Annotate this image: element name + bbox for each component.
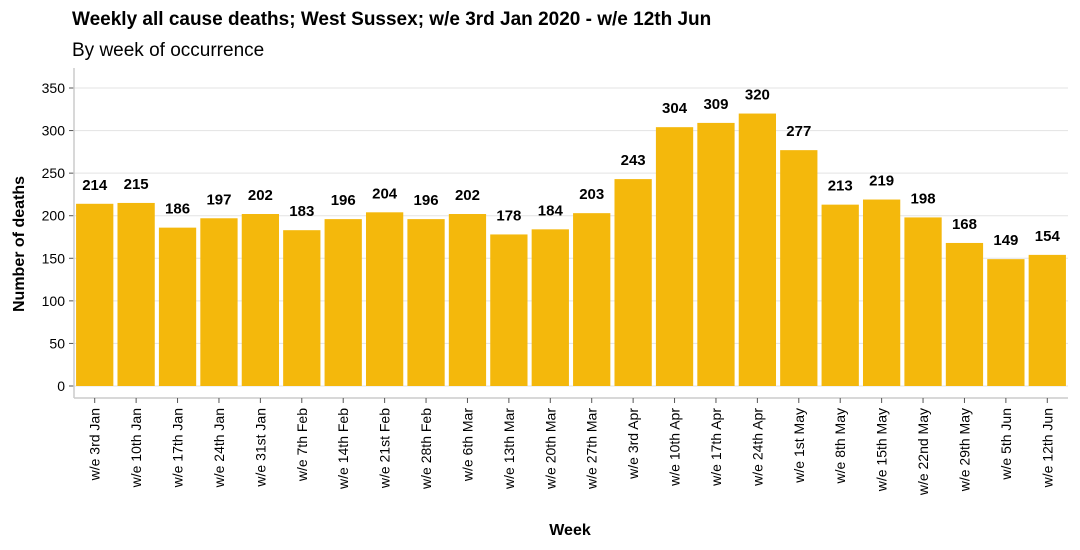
bar [862, 199, 901, 386]
bar [283, 230, 321, 386]
bar [945, 242, 984, 386]
x-tick-label: w/e 22nd May [915, 408, 931, 496]
data-label: 219 [869, 173, 894, 190]
x-tick-label: w/e 28th Feb [418, 408, 434, 490]
bar [448, 214, 487, 386]
data-label: 202 [248, 187, 273, 204]
x-tick-label: w/e 24th Apr [749, 408, 765, 487]
x-tick-label: w/e 17th Jan [170, 408, 186, 488]
x-tick-label: w/e 6th Mar [459, 408, 475, 482]
x-tick-label: w/e 15th May [874, 408, 890, 492]
x-tick-label: w/e 13th Mar [501, 408, 517, 490]
x-tick-label: w/e 24th Jan [211, 408, 227, 488]
x-tick-label: w/e 14th Feb [335, 408, 351, 490]
bar [904, 217, 942, 386]
x-tick-label: w/e 31st Jan [252, 408, 268, 488]
bar [531, 229, 569, 386]
y-tick-label: 200 [42, 208, 66, 224]
y-tick-label: 100 [42, 293, 66, 309]
bars [76, 113, 1066, 387]
chart-subtitle: By week of occurrence [72, 40, 265, 61]
x-tick-label: w/e 3rd Jan [87, 408, 103, 481]
bar [573, 213, 611, 386]
bar [614, 179, 652, 386]
x-tick-label: w/e 8th May [832, 408, 848, 484]
x-tick-label: w/e 5th Jun [998, 408, 1014, 481]
data-label: 154 [1035, 228, 1061, 245]
bar [821, 204, 859, 386]
bar [200, 218, 238, 386]
y-tick-label: 150 [42, 250, 66, 266]
y-tick-label: 350 [42, 80, 66, 96]
data-label: 320 [745, 87, 770, 104]
data-label: 243 [621, 152, 646, 169]
y-tick-label: 50 [49, 335, 65, 351]
x-tick-label: w/e 21st Feb [377, 408, 393, 489]
data-label: 204 [372, 185, 398, 202]
data-label: 214 [82, 177, 108, 194]
y-axis-title: Number of deaths [11, 176, 28, 312]
bar [738, 113, 777, 387]
data-label: 309 [703, 96, 728, 113]
bar [407, 219, 445, 386]
x-tick-label: w/e 27th Mar [584, 408, 600, 490]
chart-title: Weekly all cause deaths; West Sussex; w/… [72, 9, 712, 30]
bar [655, 127, 694, 386]
bar [697, 122, 735, 386]
data-label: 213 [828, 178, 853, 195]
data-label: 196 [414, 192, 439, 209]
data-label: 178 [496, 207, 521, 224]
data-label: 186 [165, 201, 190, 218]
bar [324, 219, 362, 386]
x-tick-label: w/e 10th Apr [667, 408, 683, 487]
data-label: 197 [206, 191, 231, 208]
y-tick-label: 0 [57, 378, 65, 394]
x-axis-title: Week [549, 522, 591, 539]
data-label: 184 [538, 202, 564, 219]
data-label: 183 [289, 203, 314, 220]
bar [158, 227, 197, 386]
y-tick-label: 300 [42, 123, 66, 139]
x-tick-label: w/e 17th Apr [708, 408, 724, 487]
x-tick-label: w/e 20th Mar [542, 408, 558, 490]
x-tick-label: w/e 3rd Apr [625, 408, 641, 480]
x-tick-label: w/e 29th May [956, 408, 972, 492]
data-label: 215 [124, 176, 149, 193]
bar [490, 234, 528, 386]
gridlines [74, 87, 1068, 387]
bar [241, 214, 280, 386]
y-axis: 0 50 100 150 200 250 300 350 [42, 68, 75, 398]
bar [117, 202, 155, 386]
y-tick-label: 250 [42, 165, 66, 181]
data-label: 203 [579, 186, 604, 203]
x-axis: w/e 3rd Jan w/e 10th Jan w/e 17th Jan w/e 2… [74, 397, 1068, 496]
x-tick-label: w/e 12th Jun [1039, 408, 1055, 488]
bar [1028, 254, 1066, 386]
data-label: 304 [662, 100, 688, 117]
data-label: 277 [786, 123, 811, 140]
data-label: 168 [952, 216, 977, 233]
bar [987, 259, 1025, 386]
x-tick-label: w/e 10th Jan [128, 408, 144, 488]
bar [76, 203, 114, 386]
data-label: 202 [455, 187, 480, 204]
data-label: 198 [911, 190, 936, 207]
data-label: 196 [331, 192, 356, 209]
x-tick-label: w/e 1st May [791, 408, 807, 484]
data-labels: 214 215 186 197 202 183 196 204 196 202 178 184 203 2… [82, 87, 1060, 250]
bar [780, 150, 818, 386]
bar [365, 212, 404, 386]
x-tick-label: w/e 7th Feb [294, 408, 310, 482]
data-label: 149 [993, 232, 1018, 249]
